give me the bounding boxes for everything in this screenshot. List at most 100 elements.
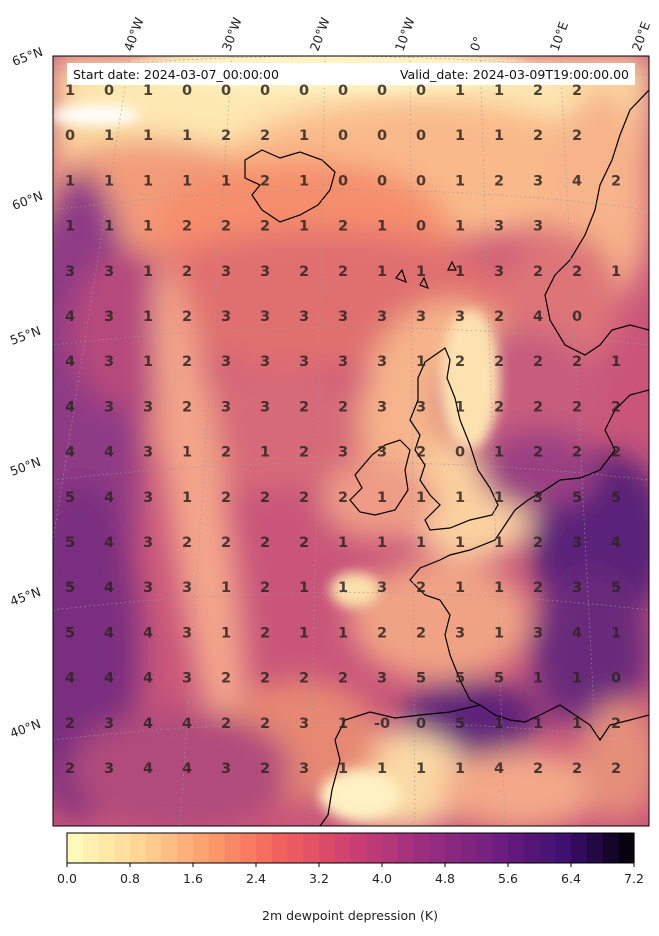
colorbar-swatch: [539, 833, 556, 863]
grid-value: 1: [338, 580, 348, 596]
grid-value: 2: [338, 490, 348, 506]
grid-value: 2: [65, 716, 75, 732]
lon-label: 20°E: [629, 20, 653, 53]
grid-value: 4: [104, 535, 114, 551]
grid-value: 2: [221, 219, 231, 235]
grid-value: 3: [377, 399, 387, 415]
grid-value: 1: [455, 173, 465, 189]
colorbar-swatch: [571, 833, 588, 863]
grid-value: 2: [299, 445, 309, 461]
grid-value: 2: [416, 445, 426, 461]
grid-value: 2: [533, 264, 543, 280]
grid-value: 1: [104, 173, 114, 189]
grid-value: 5: [572, 490, 582, 506]
colorbar-swatch: [366, 833, 383, 863]
grid-value: 3: [299, 354, 309, 370]
colorbar-swatch: [555, 833, 572, 863]
colorbar-swatch: [413, 833, 430, 863]
grid-value: 3: [221, 309, 231, 325]
grid-value: 4: [572, 625, 582, 641]
grid-value: 3: [455, 309, 465, 325]
grid-value: 3: [533, 625, 543, 641]
colorbar-tick-label: 0.8: [120, 871, 140, 886]
grid-value: 4: [65, 445, 75, 461]
grid-value: 2: [260, 219, 270, 235]
grid-value: 1: [416, 264, 426, 280]
colorbar-swatch: [114, 833, 131, 863]
grid-value: 1: [143, 173, 153, 189]
grid-value: 1: [533, 671, 543, 687]
grid-value: 3: [182, 625, 192, 641]
colorbar-swatch: [145, 833, 163, 863]
grid-value: 2: [533, 354, 543, 370]
grid-value: 2: [182, 309, 192, 325]
grid-value: 1: [299, 625, 309, 641]
colorbar-swatch: [303, 833, 320, 863]
grid-value: 4: [611, 535, 621, 551]
colorbar-swatch: [397, 833, 415, 863]
grid-value: 3: [221, 264, 231, 280]
grid-value: 1: [65, 173, 75, 189]
grid-value: 1: [416, 535, 426, 551]
grid-value: 1: [338, 716, 348, 732]
grid-value: 0: [416, 716, 426, 732]
colorbar-swatch: [177, 833, 194, 863]
grid-value: 0: [299, 83, 309, 99]
grid-value: 3: [338, 354, 348, 370]
grid-value: 3: [416, 399, 426, 415]
grid-value: 2: [455, 354, 465, 370]
lon-label: 0°: [467, 35, 486, 53]
start-date-label: Start date: 2024-03-07_00:00:00: [73, 67, 279, 82]
grid-value: 2: [572, 761, 582, 777]
colorbar-frame: [66, 832, 635, 864]
grid-value: 2: [572, 128, 582, 144]
colorbar-swatch: [586, 833, 604, 863]
grid-value: 1: [104, 128, 114, 144]
grid-value: 0: [416, 83, 426, 99]
grid-value: 2: [221, 445, 231, 461]
colorbar-swatch: [98, 833, 115, 863]
grid-value: 2: [338, 264, 348, 280]
grid-value: 0: [338, 173, 348, 189]
grid-value: 3: [260, 264, 270, 280]
grid-value: 0: [416, 219, 426, 235]
grid-value: 4: [182, 716, 192, 732]
grid-value: 2: [260, 128, 270, 144]
colorbar-tick-label: 0.0: [57, 871, 77, 886]
grid-value: 1: [611, 264, 621, 280]
grid-value: 2: [221, 128, 231, 144]
grid-value: 2: [533, 580, 543, 596]
grid-value: 2: [182, 354, 192, 370]
colorbar-swatch: [492, 833, 509, 863]
colorbar-tick-label: 4.8: [435, 871, 455, 886]
grid-value: 3: [104, 354, 114, 370]
grid-value: 3: [299, 309, 309, 325]
grid-value: 3: [143, 535, 153, 551]
grid-value: 3: [143, 445, 153, 461]
colorbar-swatch: [82, 833, 100, 863]
grid-value: 0: [182, 83, 192, 99]
grid-value: 4: [572, 173, 582, 189]
grid-value: 0: [416, 128, 426, 144]
valid-date-label: Valid_date: 2024-03-09T19:00:00.00: [400, 67, 629, 82]
grid-value: 2: [260, 580, 270, 596]
grid-value: 2: [611, 173, 621, 189]
colorbar-tick-label: 6.4: [561, 871, 581, 886]
grid-value: 3: [104, 399, 114, 415]
latitude-labels: 65°N 60°N 55°N 50°N 45°N 40°N: [8, 44, 45, 741]
longitude-labels: 40°W 30°W 20°W 10°W 0° 10°E 20°E: [121, 15, 653, 53]
grid-value: 2: [260, 490, 270, 506]
grid-value: 3: [377, 309, 387, 325]
grid-value: 1: [611, 625, 621, 641]
colorbar-label: 2m dewpoint depression (K): [262, 908, 438, 923]
grid-value: 2: [299, 399, 309, 415]
colorbar-tick-label: 3.2: [309, 871, 329, 886]
grid-value: 1: [221, 580, 231, 596]
grid-value: 1: [338, 625, 348, 641]
grid-value: 1: [143, 219, 153, 235]
grid-value: 1: [572, 671, 582, 687]
grid-value: 1: [143, 264, 153, 280]
grid-value: 3: [104, 264, 114, 280]
grid-value: 2: [533, 399, 543, 415]
grid-value: 2: [299, 535, 309, 551]
